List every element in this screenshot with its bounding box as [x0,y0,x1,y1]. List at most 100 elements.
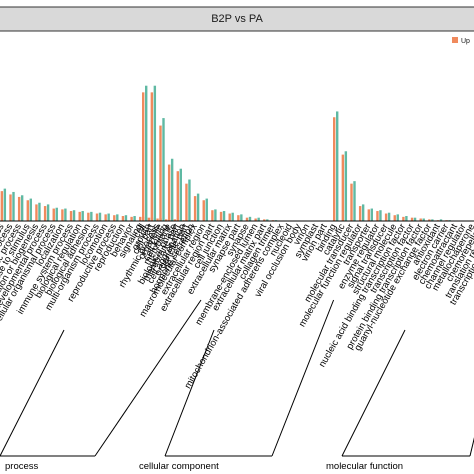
bar-up [185,183,188,221]
bar-up [254,218,257,221]
bar-down [405,216,408,221]
bar-down [29,198,32,221]
bar-up [176,171,179,221]
bar-up [9,194,12,221]
bar-down [38,202,41,221]
bar-down [72,210,76,221]
bar-down [145,85,148,222]
bar-down [20,195,24,221]
bar-down [170,158,174,221]
bar-up [87,212,90,221]
bar-down [396,214,399,221]
bar-down [3,188,7,221]
bar-down [266,219,269,221]
bar-up [165,219,168,221]
bar-down [214,209,217,221]
bar-down [196,193,200,221]
bar-down [431,219,434,221]
bar-down [188,179,191,221]
bar-down [133,216,136,221]
bar-up [428,219,431,221]
bar-up [350,183,353,221]
legend-label-up: Up [461,38,470,45]
bar-down [55,207,58,221]
bar-up [150,92,154,221]
group-bracket-left [341,329,406,457]
bar-up [193,196,197,221]
bar-down [64,208,67,221]
bar-up [104,214,107,221]
group-label: cellular component [139,461,219,472]
bar-down [248,216,252,221]
bar-down [370,208,373,221]
bar-down [205,198,208,221]
bar-up [69,211,73,221]
bar-up [341,154,345,221]
bar-up [202,200,205,221]
bar-down [179,168,182,221]
bar-up [35,204,38,221]
bar-down [124,215,128,221]
bar-up [78,211,81,221]
bar-down [413,217,417,221]
group-brackets-layer: process cellular component molecular funct… [0,299,474,472]
bar-up [410,217,414,221]
legend: Up [452,37,470,45]
bar-up [52,208,55,221]
bar-down [336,111,339,221]
bar-down [162,118,165,221]
bar-down [116,214,119,221]
bar-up [376,211,379,221]
bar-down [81,211,84,221]
bar-down [353,181,356,221]
bar-down [222,211,226,221]
bar-down [231,212,234,221]
bar-down [153,85,157,222]
bar-up [26,200,29,221]
bar-down [107,213,110,221]
bar-down [240,214,243,221]
bar-down [361,204,365,221]
bar-up [333,117,336,221]
bar-down [379,210,382,221]
bar-up [393,215,396,221]
group-bracket-right [271,299,335,457]
bar-up [156,218,159,221]
bar-up [219,211,223,221]
bars-layer [0,85,451,222]
group-label: molecular function [326,461,403,472]
bar-up [61,209,64,221]
bar-up [159,125,162,221]
bar-up [43,206,47,221]
group-bracket-left [164,329,215,457]
bar-up [167,164,171,221]
bar-down [439,219,443,221]
bar-up [113,215,116,221]
bar-down [46,204,50,221]
bar-up [228,213,231,221]
group-bracket-right [469,437,474,457]
bar-up [17,196,21,221]
group-bracket-left [0,329,65,457]
bar-up [95,213,99,221]
bar-up [139,216,142,221]
bar-up [147,217,151,221]
bar-down [257,217,260,221]
bar-up [211,210,214,221]
bar-up [142,92,145,221]
bar-down [90,211,93,221]
bar-down [387,212,391,221]
bar-up [121,216,125,221]
title-strip [0,6,474,32]
legend-key-up [452,37,458,43]
bar-up [263,219,266,221]
bar-down [422,218,425,221]
bar-up [245,217,249,221]
bar-up [384,213,388,221]
bar-up [237,215,240,221]
bar-down [344,151,348,221]
bar-up [402,216,405,221]
bar-down [98,212,102,221]
bar-up [130,216,133,221]
